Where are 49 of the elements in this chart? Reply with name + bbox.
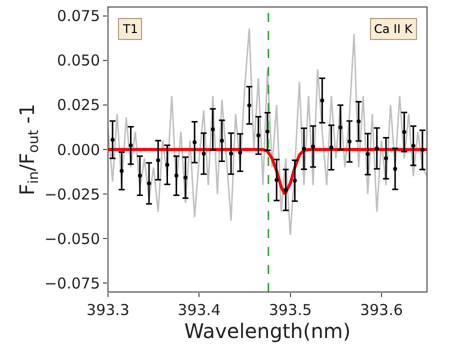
y-tick-label: 0.075 — [57, 7, 100, 26]
point — [192, 140, 197, 144]
point — [356, 119, 361, 124]
annotation: T1 — [122, 22, 138, 36]
point — [165, 162, 170, 167]
y-tick-label: 0.025 — [57, 96, 100, 114]
point — [329, 146, 334, 150]
y-tick-label: 0.050 — [57, 52, 100, 70]
point — [384, 156, 388, 160]
point — [183, 176, 188, 180]
point — [402, 130, 406, 134]
point — [374, 146, 379, 150]
y-tick-label: −0.075 — [44, 274, 100, 292]
point — [220, 138, 224, 143]
point — [320, 98, 324, 103]
point — [138, 174, 142, 178]
point — [110, 138, 115, 142]
y-tick-label: −0.025 — [44, 185, 100, 204]
x-axis-title: Wavelength(nm) — [184, 319, 351, 343]
point — [311, 144, 316, 148]
y-tick-label: 0.000 — [57, 140, 100, 159]
annotation: Ca II K — [374, 22, 414, 36]
y-tick-label: −0.050 — [44, 230, 100, 248]
point — [174, 174, 178, 178]
point — [366, 152, 370, 156]
x-tick-label: 393.5 — [268, 301, 312, 319]
point — [420, 148, 424, 152]
point — [348, 139, 352, 144]
point — [238, 150, 242, 155]
point — [292, 178, 297, 183]
point — [147, 181, 152, 186]
x-tick-label: 393.3 — [86, 301, 130, 319]
point — [266, 130, 270, 134]
point — [156, 158, 160, 162]
point — [210, 127, 215, 132]
point — [247, 103, 252, 108]
point — [229, 152, 234, 156]
point — [393, 166, 398, 171]
x-tick-label: 393.6 — [360, 301, 403, 319]
point — [338, 125, 342, 130]
point — [202, 152, 206, 156]
point — [128, 143, 133, 148]
point — [284, 188, 288, 192]
point — [302, 146, 306, 151]
point — [274, 178, 279, 182]
x-tick-label: 393.4 — [178, 301, 221, 319]
point — [411, 144, 416, 148]
point — [256, 133, 260, 138]
point — [120, 168, 124, 173]
